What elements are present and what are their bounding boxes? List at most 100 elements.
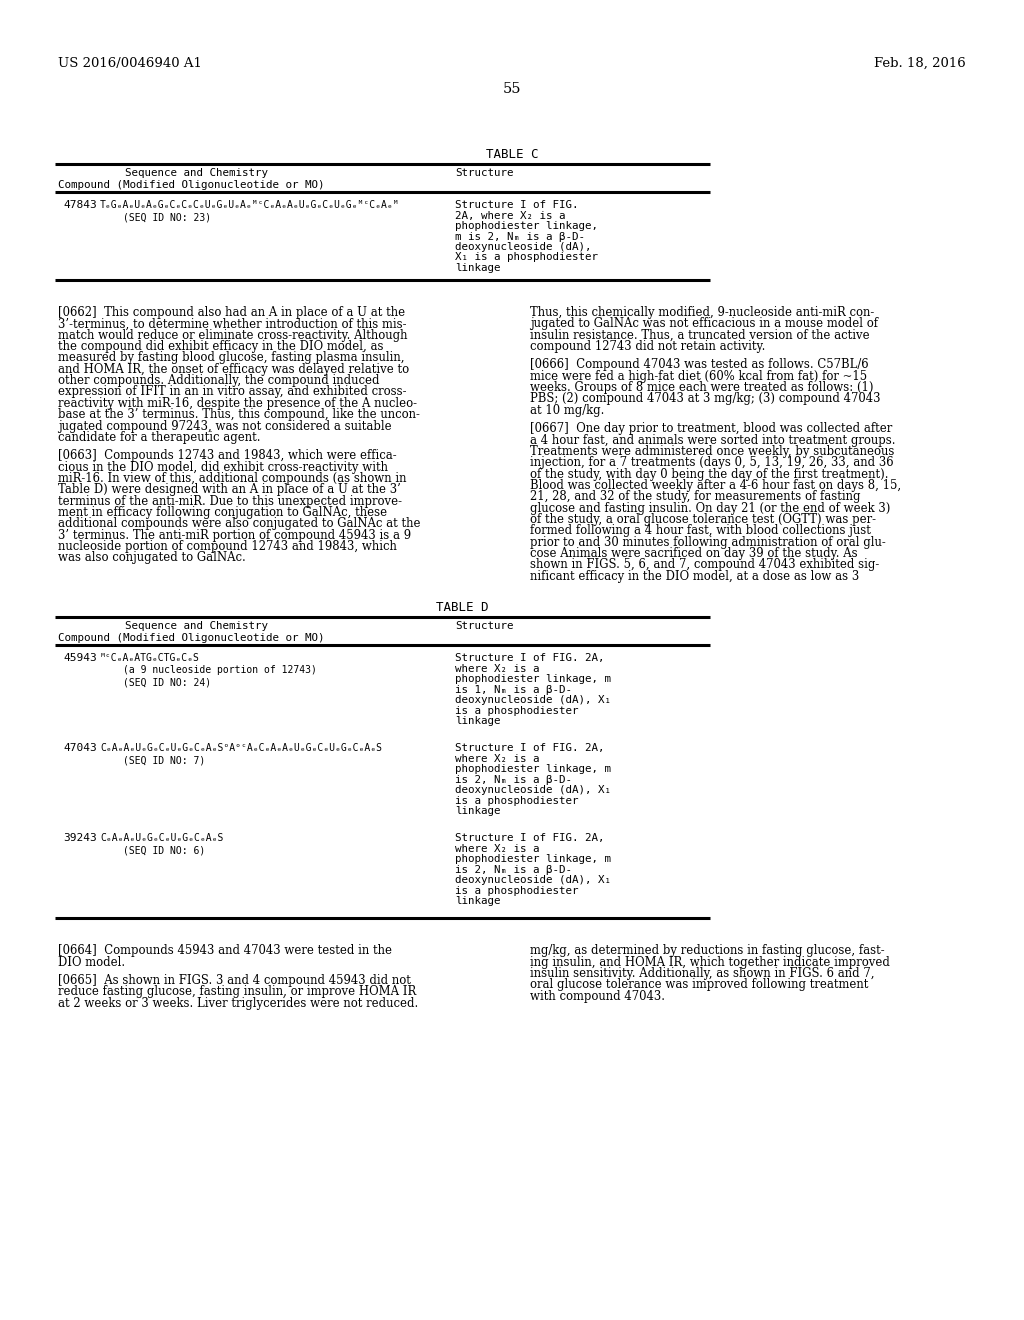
Text: TₑGₑAₑUₑAₑGₑCₑCₑCₑUₑGₑUₑAₑᴹᶜCₑAₑAₑUₑGₑCₑUₑGₑᴹᶜCₑAₑᴹ: TₑGₑAₑUₑAₑGₑCₑCₑCₑUₑGₑUₑAₑᴹᶜCₑAₑAₑUₑGₑCₑ… (100, 201, 399, 210)
Text: deoxynucleoside (dA),: deoxynucleoside (dA), (455, 242, 592, 252)
Text: CₑAₑAₑUₑGₑCₑUₑGₑCₑAₑS: CₑAₑAₑUₑGₑCₑUₑGₑCₑAₑS (100, 833, 223, 843)
Text: compound 12743 did not retain activity.: compound 12743 did not retain activity. (530, 341, 765, 352)
Text: insulin sensitivity. Additionally, as shown in FIGS. 6 and 7,: insulin sensitivity. Additionally, as sh… (530, 966, 874, 979)
Text: Structure I of FIG. 2A,: Structure I of FIG. 2A, (455, 653, 604, 663)
Text: cious in the DIO model, did exhibit cross-reactivity with: cious in the DIO model, did exhibit cros… (58, 461, 388, 474)
Text: glucose and fasting insulin. On day 21 (or the end of week 3): glucose and fasting insulin. On day 21 (… (530, 502, 891, 515)
Text: nificant efficacy in the DIO model, at a dose as low as 3: nificant efficacy in the DIO model, at a… (530, 570, 859, 583)
Text: 47843: 47843 (63, 201, 96, 210)
Text: the compound did exhibit efficacy in the DIO model, as: the compound did exhibit efficacy in the… (58, 341, 384, 352)
Text: injection, for a 7 treatments (days 0, 5, 13, 19, 26, 33, and 36: injection, for a 7 treatments (days 0, 5… (530, 457, 894, 470)
Text: where X₂ is a: where X₂ is a (455, 664, 540, 673)
Text: at 2 weeks or 3 weeks. Liver triglycerides were not reduced.: at 2 weeks or 3 weeks. Liver triglycerid… (58, 997, 418, 1010)
Text: (SEQ ID NO: 24): (SEQ ID NO: 24) (123, 677, 211, 688)
Text: is a phosphodiester: is a phosphodiester (455, 796, 579, 805)
Text: with compound 47043.: with compound 47043. (530, 990, 665, 1003)
Text: PBS; (2) compound 47043 at 3 mg/kg; (3) compound 47043: PBS; (2) compound 47043 at 3 mg/kg; (3) … (530, 392, 881, 405)
Text: linkage: linkage (455, 717, 501, 726)
Text: Blood was collected weekly after a 4-6 hour fast on days 8, 15,: Blood was collected weekly after a 4-6 h… (530, 479, 901, 492)
Text: reactivity with miR-16, despite the presence of the A nucleo-: reactivity with miR-16, despite the pres… (58, 397, 417, 409)
Text: of the study, with day 0 being the day of the first treatment).: of the study, with day 0 being the day o… (530, 467, 889, 480)
Text: 47043: 47043 (63, 743, 96, 754)
Text: cose Animals were sacrificed on day 39 of the study. As: cose Animals were sacrificed on day 39 o… (530, 546, 858, 560)
Text: deoxynucleoside (dA), X₁: deoxynucleoside (dA), X₁ (455, 696, 611, 705)
Text: ment in efficacy following conjugation to GalNAc, these: ment in efficacy following conjugation t… (58, 506, 387, 519)
Text: shown in FIGS. 5, 6, and 7, compound 47043 exhibited sig-: shown in FIGS. 5, 6, and 7, compound 470… (530, 558, 880, 572)
Text: [0663]  Compounds 12743 and 19843, which were effica-: [0663] Compounds 12743 and 19843, which … (58, 449, 396, 462)
Text: 45943: 45943 (63, 653, 96, 663)
Text: DIO model.: DIO model. (58, 956, 125, 969)
Text: TABLE C: TABLE C (485, 148, 539, 161)
Text: phophodiester linkage, m: phophodiester linkage, m (455, 854, 611, 865)
Text: phophodiester linkage,: phophodiester linkage, (455, 220, 598, 231)
Text: where X₂ is a: where X₂ is a (455, 843, 540, 854)
Text: phophodiester linkage, m: phophodiester linkage, m (455, 675, 611, 684)
Text: base at the 3’ terminus. Thus, this compound, like the uncon-: base at the 3’ terminus. Thus, this comp… (58, 408, 420, 421)
Text: CₑAₑAₑUₑGₑCₑUₑGₑCₑAₑSᵒAᵒᶜAₑCₑAₑAₑUₑGₑCₑUₑGₑCₑAₑS: CₑAₑAₑUₑGₑCₑUₑGₑCₑAₑSᵒAᵒᶜAₑCₑAₑAₑUₑGₑCₑU… (100, 743, 382, 754)
Text: jugated to GalNAc was not efficacious in a mouse model of: jugated to GalNAc was not efficacious in… (530, 317, 878, 330)
Text: formed following a 4 hour fast, with blood collections just: formed following a 4 hour fast, with blo… (530, 524, 870, 537)
Text: ᴹᶜCₑAₑATGₑCTGₑCₑS: ᴹᶜCₑAₑATGₑCTGₑCₑS (100, 653, 200, 663)
Text: other compounds. Additionally, the compound induced: other compounds. Additionally, the compo… (58, 374, 380, 387)
Text: (a 9 nucleoside portion of 12743): (a 9 nucleoside portion of 12743) (123, 665, 316, 676)
Text: [0662]  This compound also had an A in place of a U at the: [0662] This compound also had an A in pl… (58, 306, 406, 319)
Text: measured by fasting blood glucose, fasting plasma insulin,: measured by fasting blood glucose, fasti… (58, 351, 404, 364)
Text: linkage: linkage (455, 807, 501, 816)
Text: m is 2, Nₘ is a β-D-: m is 2, Nₘ is a β-D- (455, 231, 585, 242)
Text: expression of IFIT in an in vitro assay, and exhibited cross-: expression of IFIT in an in vitro assay,… (58, 385, 407, 399)
Text: 3’-terminus, to determine whether introduction of this mis-: 3’-terminus, to determine whether introd… (58, 317, 407, 330)
Text: Compound (Modified Oligonucleotide or MO): Compound (Modified Oligonucleotide or MO… (58, 634, 325, 643)
Text: (SEQ ID NO: 23): (SEQ ID NO: 23) (123, 213, 211, 222)
Text: reduce fasting glucose, fasting insulin, or improve HOMA IR: reduce fasting glucose, fasting insulin,… (58, 985, 416, 998)
Text: candidate for a therapeutic agent.: candidate for a therapeutic agent. (58, 430, 260, 444)
Text: Structure I of FIG. 2A,: Structure I of FIG. 2A, (455, 833, 604, 843)
Text: [0666]  Compound 47043 was tested as follows. C57BL/6: [0666] Compound 47043 was tested as foll… (530, 359, 868, 371)
Text: nucleoside portion of compound 12743 and 19843, which: nucleoside portion of compound 12743 and… (58, 540, 397, 553)
Text: at 10 mg/kg.: at 10 mg/kg. (530, 404, 604, 417)
Text: match would reduce or eliminate cross-reactivity. Although: match would reduce or eliminate cross-re… (58, 329, 408, 342)
Text: phophodiester linkage, m: phophodiester linkage, m (455, 764, 611, 775)
Text: prior to and 30 minutes following administration of oral glu-: prior to and 30 minutes following admini… (530, 536, 886, 549)
Text: is a phosphodiester: is a phosphodiester (455, 706, 579, 715)
Text: TABLE D: TABLE D (436, 601, 488, 614)
Text: linkage: linkage (455, 896, 501, 907)
Text: [0665]  As shown in FIGS. 3 and 4 compound 45943 did not: [0665] As shown in FIGS. 3 and 4 compoun… (58, 974, 411, 987)
Text: Structure: Structure (455, 168, 513, 178)
Text: a 4 hour fast, and animals were sorted into treatment groups.: a 4 hour fast, and animals were sorted i… (530, 433, 896, 446)
Text: and HOMA IR, the onset of efficacy was delayed relative to: and HOMA IR, the onset of efficacy was d… (58, 363, 410, 376)
Text: Structure I of FIG. 2A,: Structure I of FIG. 2A, (455, 743, 604, 754)
Text: jugated compound 97243, was not considered a suitable: jugated compound 97243, was not consider… (58, 420, 391, 433)
Text: is 2, Nₘ is a β-D-: is 2, Nₘ is a β-D- (455, 865, 572, 875)
Text: oral glucose tolerance was improved following treatment: oral glucose tolerance was improved foll… (530, 978, 868, 991)
Text: deoxynucleoside (dA), X₁: deoxynucleoside (dA), X₁ (455, 785, 611, 795)
Text: Feb. 18, 2016: Feb. 18, 2016 (874, 57, 966, 70)
Text: ing insulin, and HOMA IR, which together indicate improved: ing insulin, and HOMA IR, which together… (530, 956, 890, 969)
Text: 39243: 39243 (63, 833, 96, 843)
Text: Thus, this chemically modified, 9-nucleoside anti-miR con-: Thus, this chemically modified, 9-nucleo… (530, 306, 874, 319)
Text: (SEQ ID NO: 7): (SEQ ID NO: 7) (123, 755, 205, 766)
Text: miR-16. In view of this, additional compounds (as shown in: miR-16. In view of this, additional comp… (58, 473, 407, 484)
Text: Sequence and Chemistry: Sequence and Chemistry (125, 168, 268, 178)
Text: was also conjugated to GalNAc.: was also conjugated to GalNAc. (58, 552, 246, 565)
Text: is 2, Nₘ is a β-D-: is 2, Nₘ is a β-D- (455, 775, 572, 784)
Text: 55: 55 (503, 82, 521, 96)
Text: Structure I of FIG.: Structure I of FIG. (455, 201, 579, 210)
Text: linkage: linkage (455, 263, 501, 273)
Text: of the study, a oral glucose tolerance test (OGTT) was per-: of the study, a oral glucose tolerance t… (530, 513, 876, 527)
Text: Compound (Modified Oligonucleotide or MO): Compound (Modified Oligonucleotide or MO… (58, 180, 325, 190)
Text: [0667]  One day prior to treatment, blood was collected after: [0667] One day prior to treatment, blood… (530, 422, 892, 436)
Text: mg/kg, as determined by reductions in fasting glucose, fast-: mg/kg, as determined by reductions in fa… (530, 944, 885, 957)
Text: where X₂ is a: where X₂ is a (455, 754, 540, 764)
Text: mice were fed a high-fat diet (60% kcal from fat) for ~15: mice were fed a high-fat diet (60% kcal … (530, 370, 867, 383)
Text: 3’ terminus. The anti-miR portion of compound 45943 is a 9: 3’ terminus. The anti-miR portion of com… (58, 529, 411, 541)
Text: Treatments were administered once weekly, by subcutaneous: Treatments were administered once weekly… (530, 445, 894, 458)
Text: (SEQ ID NO: 6): (SEQ ID NO: 6) (123, 845, 205, 855)
Text: Sequence and Chemistry: Sequence and Chemistry (125, 622, 268, 631)
Text: is 1, Nₘ is a β-D-: is 1, Nₘ is a β-D- (455, 685, 572, 694)
Text: Structure: Structure (455, 622, 513, 631)
Text: US 2016/0046940 A1: US 2016/0046940 A1 (58, 57, 202, 70)
Text: [0664]  Compounds 45943 and 47043 were tested in the: [0664] Compounds 45943 and 47043 were te… (58, 944, 392, 957)
Text: weeks. Groups of 8 mice each were treated as follows: (1): weeks. Groups of 8 mice each were treate… (530, 381, 873, 395)
Text: 2A, where X₂ is a: 2A, where X₂ is a (455, 210, 565, 220)
Text: deoxynucleoside (dA), X₁: deoxynucleoside (dA), X₁ (455, 875, 611, 886)
